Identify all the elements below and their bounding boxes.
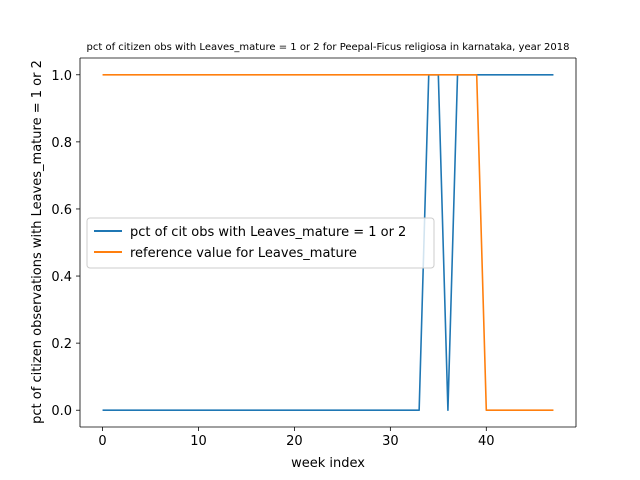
- y-axis-label: pct of citizen observations with Leaves_…: [30, 60, 45, 424]
- series-line-0: [102, 73, 554, 412]
- legend-label-series-1: reference value for Leaves_mature: [130, 246, 357, 261]
- x-tick-label: 20: [286, 434, 303, 449]
- y-tick-label: 1.0: [51, 69, 72, 84]
- y-tick-label: 0.2: [51, 337, 72, 352]
- y-axis-ticks: 0.0 0.2 0.4 0.6 0.8 1.0: [51, 69, 80, 419]
- plot-frame: [79, 57, 577, 428]
- y-tick-label: 0.6: [51, 203, 72, 218]
- legend: pct of cit obs with Leaves_mature = 1 or…: [86, 217, 435, 269]
- legend-box: [86, 217, 435, 269]
- x-tick-label: 40: [478, 434, 495, 449]
- series-layer: [102, 73, 554, 412]
- x-axis-label: week index: [291, 456, 365, 471]
- x-tick-label: 10: [190, 434, 207, 449]
- x-axis-ticks: 0 10 20 30 40: [98, 427, 495, 449]
- legend-label-series-0: pct of cit obs with Leaves_mature = 1 or…: [130, 225, 406, 240]
- x-tick-label: 30: [382, 434, 399, 449]
- series-line-1: [102, 73, 554, 412]
- y-tick-label: 0.8: [51, 136, 72, 151]
- y-tick-label: 0.0: [51, 404, 72, 419]
- x-tick-label: 0: [98, 434, 106, 449]
- chart-title: pct of citizen obs with Leaves_mature = …: [87, 42, 570, 53]
- y-tick-label: 0.4: [51, 270, 72, 285]
